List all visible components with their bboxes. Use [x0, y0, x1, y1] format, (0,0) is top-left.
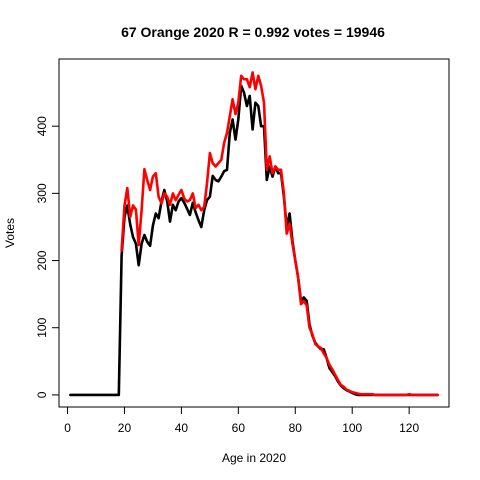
series-line-red	[120, 71, 439, 397]
x-axis-label: Age in 2020	[222, 451, 286, 465]
x-tick-label-80: 80	[289, 421, 303, 435]
x-tick-label-100: 100	[342, 421, 362, 435]
y-tick-label-300: 300	[35, 183, 49, 203]
y-tick-label-400: 400	[35, 116, 49, 136]
x-tick-label-60: 60	[232, 421, 246, 435]
x-axis: 0 20 40 60 80 100 120	[64, 406, 419, 435]
y-tick-label-100: 100	[35, 317, 49, 337]
x-tick-label-20: 20	[118, 421, 132, 435]
y-tick-label-200: 200	[35, 250, 49, 270]
series-layer	[69, 71, 439, 397]
y-axis-label: Votes	[3, 218, 17, 248]
x-tick-label-120: 120	[399, 421, 419, 435]
x-tick-label-40: 40	[175, 421, 189, 435]
y-tick-label-0: 0	[35, 391, 49, 398]
y-axis: 0 100 200 300 400	[35, 116, 60, 398]
x-tick-label-0: 0	[64, 421, 71, 435]
chart-title: 67 Orange 2020 R = 0.992 votes = 19946	[121, 24, 385, 40]
